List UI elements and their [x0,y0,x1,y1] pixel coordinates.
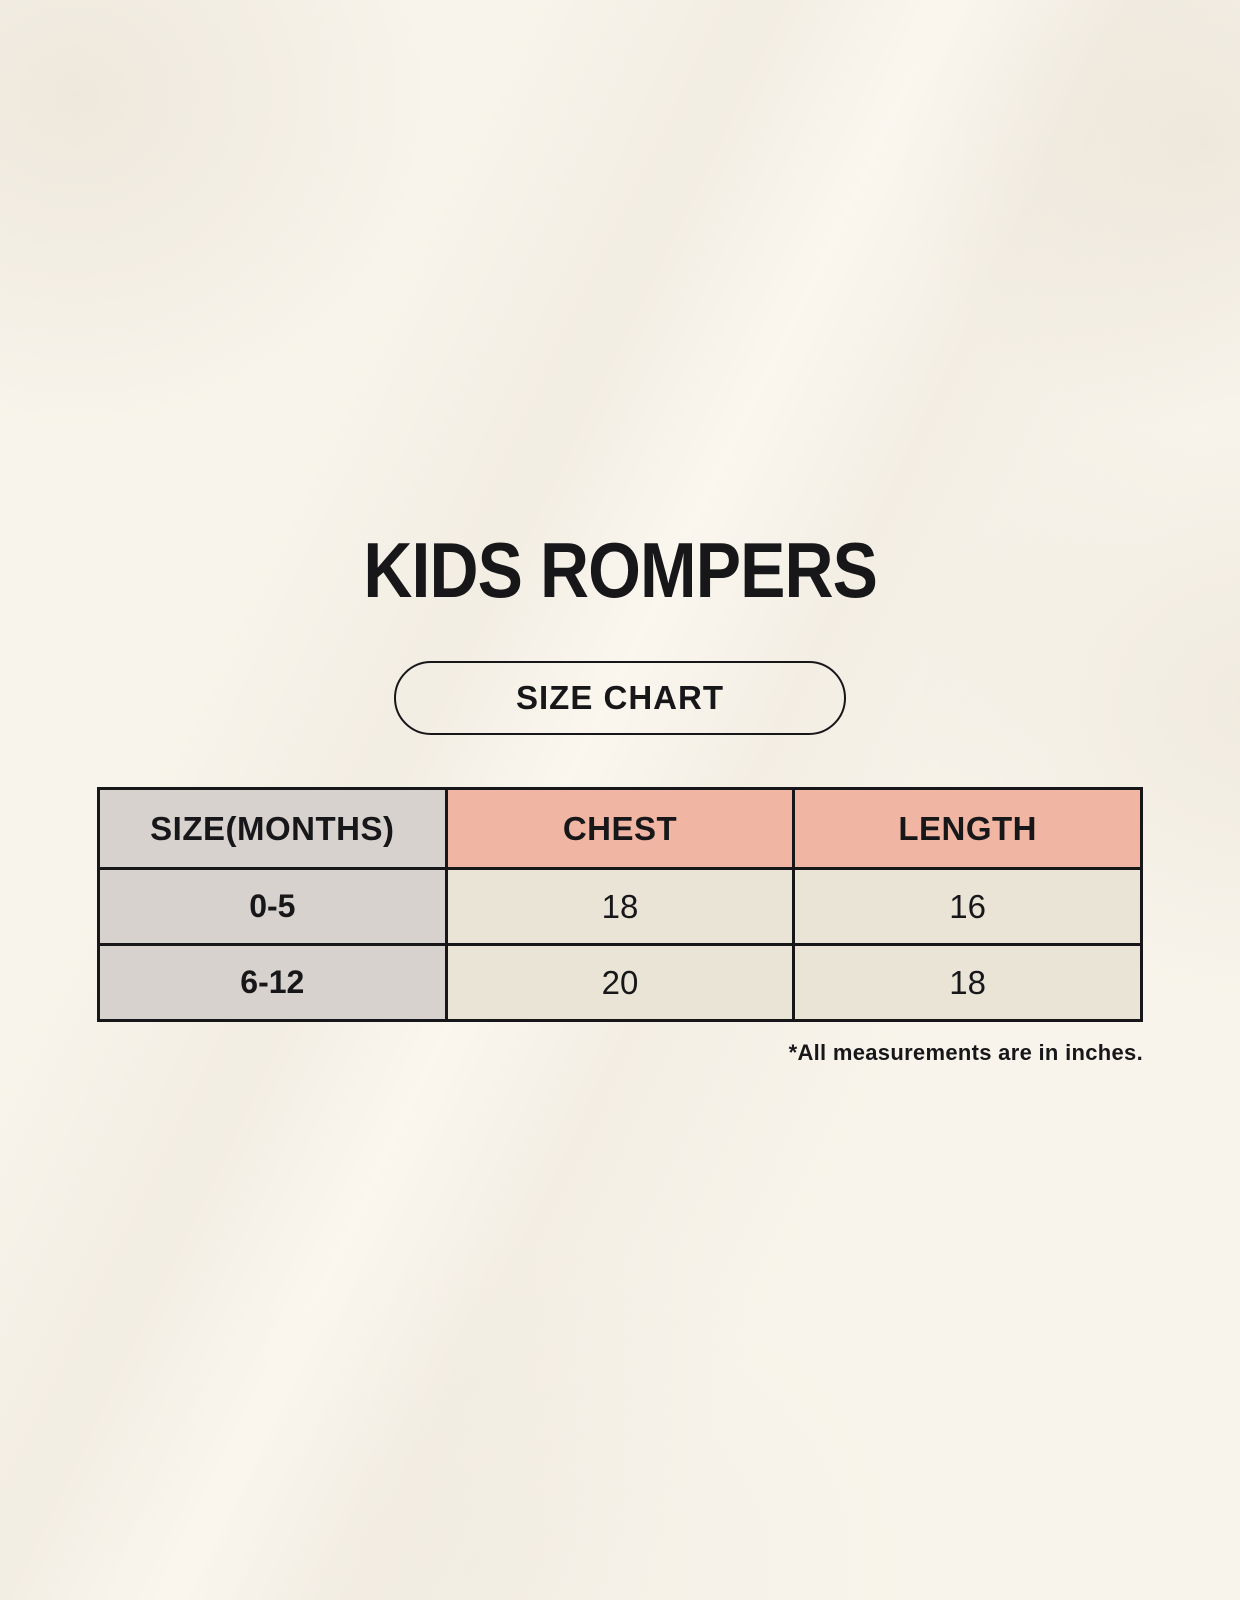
col-header-chest: CHEST [444,787,796,870]
row1-chest-cell: 20 [444,943,796,1022]
col-header-size-months: SIZE(MONTHS) [97,787,448,870]
page-title: KIDS ROMPERS [363,526,878,614]
size-chart-table: SIZE(MONTHS) CHEST LENGTH 0-5 18 16 6-12… [97,787,1143,1022]
table-row-6-12: 6-12 20 18 [97,943,1143,1022]
header-row: SIZE(MONTHS) CHEST LENGTH [97,787,1143,870]
table-header: SIZE(MONTHS) CHEST LENGTH [97,787,1143,870]
col-header-length: LENGTH [792,787,1143,870]
size-chart-button[interactable]: SIZE CHART [394,661,846,735]
row0-chest-cell: 18 [444,867,796,946]
measurements-footnote: *All measurements are in inches. [788,1040,1143,1065]
size-chart-button-area: SIZE CHART [0,661,1240,735]
title-area: KIDS ROMPERS [0,531,1240,609]
row0-size-cell: 0-5 [97,867,448,946]
row1-length-cell: 18 [792,943,1143,1022]
size-chart-button-label: SIZE CHART [516,679,724,716]
table-row-0-5: 0-5 18 16 [97,867,1143,946]
row1-size-cell: 6-12 [97,943,448,1022]
table-body: 0-5 18 16 6-12 20 18 [97,867,1143,1022]
row0-length-cell: 16 [792,867,1143,946]
